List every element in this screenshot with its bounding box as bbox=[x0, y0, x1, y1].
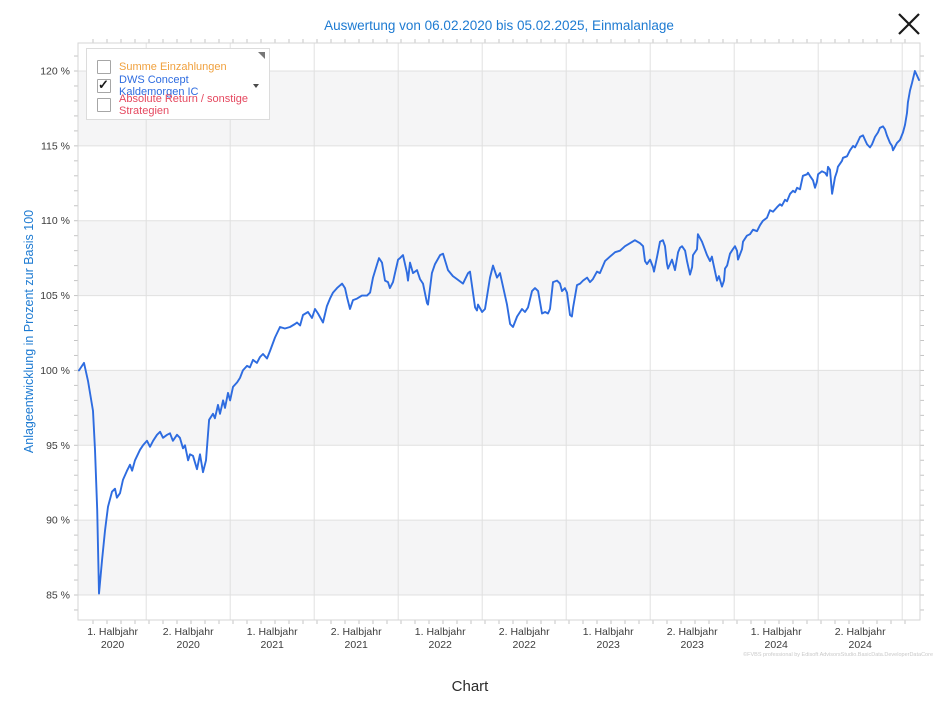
svg-text:2. Halbjahr: 2. Halbjahr bbox=[667, 626, 718, 638]
legend-panel: ✓ Summe Einzahlungen ✓ DWS Concept Kalde… bbox=[86, 48, 270, 120]
svg-text:2024: 2024 bbox=[849, 639, 873, 651]
svg-text:115 %: 115 % bbox=[41, 140, 70, 152]
svg-text:1. Halbjahr: 1. Halbjahr bbox=[751, 626, 802, 638]
chevron-down-icon[interactable] bbox=[253, 84, 259, 88]
svg-text:2021: 2021 bbox=[261, 639, 285, 651]
svg-text:2. Halbjahr: 2. Halbjahr bbox=[499, 626, 550, 638]
svg-text:Anlageentwicklung in Prozent: Anlageentwicklung in Prozent zur Basis 1… bbox=[22, 210, 36, 453]
svg-text:1. Halbjahr: 1. Halbjahr bbox=[87, 626, 138, 638]
svg-text:110 %: 110 % bbox=[41, 215, 70, 227]
svg-text:2020: 2020 bbox=[101, 639, 125, 651]
legend-collapse-handle-icon[interactable] bbox=[258, 52, 265, 59]
svg-text:2023: 2023 bbox=[597, 639, 621, 651]
svg-text:2. Halbjahr: 2. Halbjahr bbox=[163, 626, 214, 638]
svg-text:90 %: 90 % bbox=[46, 515, 70, 527]
checkbox-dws-concept-kaldemorgen[interactable]: ✓ bbox=[97, 79, 111, 93]
svg-text:2. Halbjahr: 2. Halbjahr bbox=[835, 626, 886, 638]
svg-text:2023: 2023 bbox=[681, 639, 705, 651]
checkbox-summe-einzahlungen[interactable]: ✓ bbox=[97, 60, 111, 74]
svg-text:2022: 2022 bbox=[429, 639, 453, 651]
svg-text:100 %: 100 % bbox=[40, 365, 70, 377]
svg-text:2. Halbjahr: 2. Halbjahr bbox=[331, 626, 382, 638]
chart-caption: Chart bbox=[0, 678, 940, 695]
chart-title: Auswertung von 06.02.2020 bis 05.02.2025… bbox=[78, 18, 920, 33]
close-icon bbox=[894, 9, 924, 39]
close-button[interactable] bbox=[892, 8, 926, 42]
svg-text:1. Halbjahr: 1. Halbjahr bbox=[415, 626, 466, 638]
checkmark-icon: ✓ bbox=[98, 77, 109, 93]
svg-text:120 %: 120 % bbox=[40, 66, 70, 78]
svg-text:2024: 2024 bbox=[765, 639, 789, 651]
svg-text:2020: 2020 bbox=[177, 639, 201, 651]
svg-text:95 %: 95 % bbox=[46, 440, 70, 452]
svg-text:2021: 2021 bbox=[345, 639, 369, 651]
legend-label-absolute-return: Absolute Return / sonstige Strategien bbox=[119, 93, 259, 117]
watermark: ©FVBS professional by Edisoft AdvisorsSt… bbox=[743, 652, 933, 658]
legend-item-absolute-return: ✓ Absolute Return / sonstige Strategien bbox=[87, 95, 269, 114]
legend-label-summe-einzahlungen: Summe Einzahlungen bbox=[119, 61, 227, 73]
svg-text:1. Halbjahr: 1. Halbjahr bbox=[247, 626, 298, 638]
svg-text:1. Halbjahr: 1. Halbjahr bbox=[583, 626, 634, 638]
svg-text:105 %: 105 % bbox=[40, 290, 70, 302]
svg-text:85 %: 85 % bbox=[46, 590, 70, 602]
checkbox-absolute-return[interactable]: ✓ bbox=[97, 98, 111, 112]
svg-text:2022: 2022 bbox=[513, 639, 537, 651]
